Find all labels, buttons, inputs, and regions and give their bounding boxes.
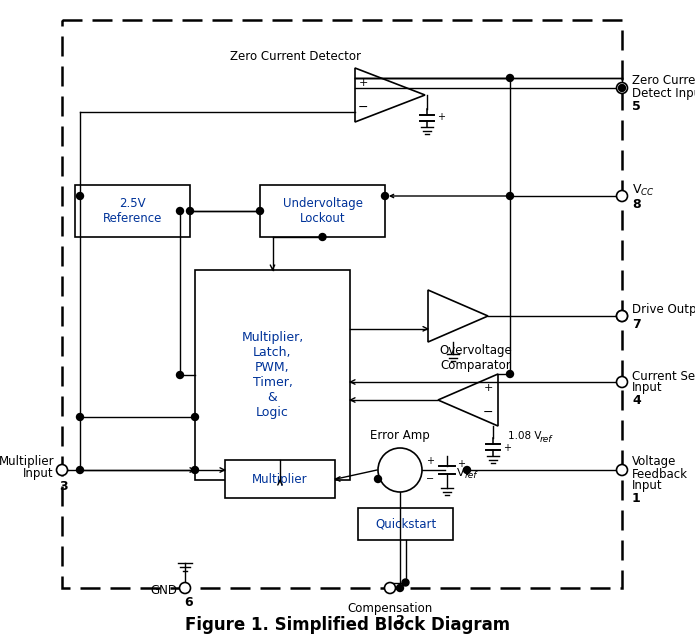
Circle shape xyxy=(384,583,395,594)
Circle shape xyxy=(76,466,83,473)
Circle shape xyxy=(616,376,628,387)
Circle shape xyxy=(76,192,83,199)
Text: 4: 4 xyxy=(632,394,641,408)
Circle shape xyxy=(397,585,404,592)
Circle shape xyxy=(186,208,193,215)
Text: ref: ref xyxy=(465,472,477,481)
Circle shape xyxy=(402,579,409,586)
Text: +: + xyxy=(457,459,465,469)
Text: +: + xyxy=(426,456,434,466)
Text: 2: 2 xyxy=(395,614,404,627)
Text: Voltage: Voltage xyxy=(632,456,676,468)
Text: 5: 5 xyxy=(632,100,641,112)
Bar xyxy=(195,270,350,480)
Text: Input: Input xyxy=(24,468,54,481)
Text: 3: 3 xyxy=(60,481,68,493)
Circle shape xyxy=(464,466,471,473)
Circle shape xyxy=(616,465,628,475)
Text: GND: GND xyxy=(150,583,177,596)
Text: Drive Output: Drive Output xyxy=(632,304,695,316)
Text: +: + xyxy=(437,112,445,122)
Text: Zero Current Detector: Zero Current Detector xyxy=(230,50,361,63)
Text: +: + xyxy=(503,443,511,453)
Circle shape xyxy=(507,75,514,82)
Text: Detect Input: Detect Input xyxy=(632,86,695,100)
Circle shape xyxy=(619,84,626,91)
Circle shape xyxy=(375,475,382,482)
Circle shape xyxy=(179,583,190,594)
Bar xyxy=(75,185,190,237)
Text: +: + xyxy=(483,383,493,393)
Text: Zero Current: Zero Current xyxy=(632,73,695,86)
Circle shape xyxy=(616,311,628,321)
Text: Quickstart: Quickstart xyxy=(375,518,436,530)
Text: Input: Input xyxy=(632,479,662,493)
Bar xyxy=(358,508,453,540)
Text: ref: ref xyxy=(540,435,553,443)
Circle shape xyxy=(507,192,514,199)
Text: 1.08 V: 1.08 V xyxy=(508,431,541,441)
Text: Current Sense: Current Sense xyxy=(632,369,695,383)
Bar xyxy=(62,20,622,588)
Text: Multiplier,
Latch,
PWM,
Timer,
&
Logic: Multiplier, Latch, PWM, Timer, & Logic xyxy=(241,331,304,419)
Text: Input: Input xyxy=(632,381,662,394)
Text: Multiplier: Multiplier xyxy=(0,454,54,468)
Text: 7: 7 xyxy=(632,318,641,330)
Text: 2.5V
Reference: 2.5V Reference xyxy=(103,197,162,225)
Circle shape xyxy=(616,82,628,93)
Text: −: − xyxy=(358,100,368,114)
Circle shape xyxy=(177,208,183,215)
Text: 1: 1 xyxy=(632,491,641,505)
Text: Figure 1. Simplified Block Diagram: Figure 1. Simplified Block Diagram xyxy=(185,616,510,634)
Circle shape xyxy=(382,192,389,199)
Circle shape xyxy=(192,466,199,473)
Text: −: − xyxy=(426,474,434,484)
Text: 8: 8 xyxy=(632,197,641,210)
Text: V: V xyxy=(457,468,465,478)
Circle shape xyxy=(256,208,263,215)
Circle shape xyxy=(378,448,422,492)
Bar xyxy=(225,460,335,498)
Circle shape xyxy=(76,413,83,420)
Text: 6: 6 xyxy=(185,596,193,608)
Text: Compensation: Compensation xyxy=(348,602,432,615)
Circle shape xyxy=(177,371,183,378)
Text: Error Amp: Error Amp xyxy=(370,429,430,442)
Bar xyxy=(260,185,385,237)
Circle shape xyxy=(507,371,514,378)
Circle shape xyxy=(319,233,326,240)
Text: −: − xyxy=(483,406,493,419)
Circle shape xyxy=(56,465,67,475)
Text: Multiplier: Multiplier xyxy=(252,472,308,486)
Text: Overvoltage
Comparator: Overvoltage Comparator xyxy=(440,344,512,372)
Text: Undervoltage
Lockout: Undervoltage Lockout xyxy=(282,197,363,225)
Circle shape xyxy=(192,413,199,420)
Text: +: + xyxy=(359,78,368,88)
Circle shape xyxy=(616,311,628,321)
Text: Feedback: Feedback xyxy=(632,468,688,481)
Text: V$_{CC}$: V$_{CC}$ xyxy=(632,183,655,197)
Circle shape xyxy=(616,190,628,201)
